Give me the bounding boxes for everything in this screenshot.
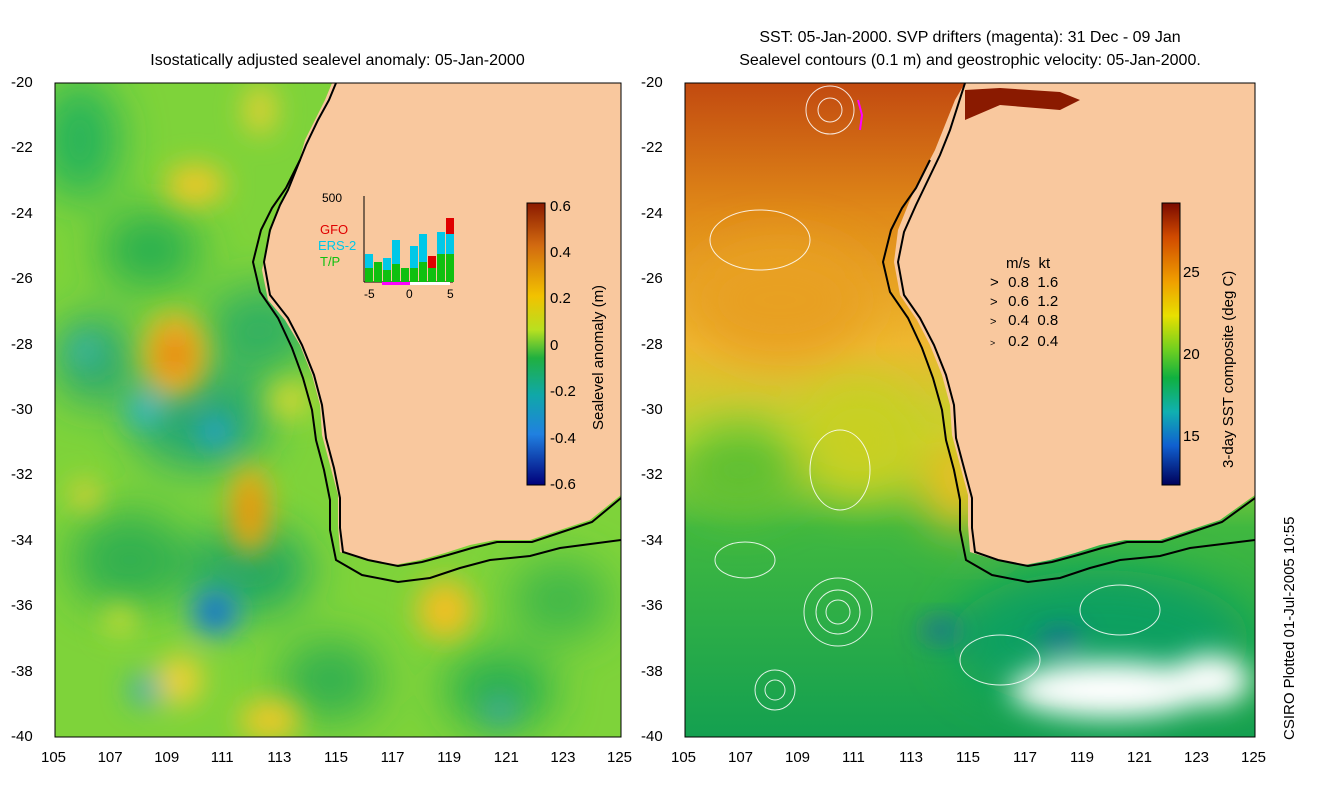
- x-tick-label: 123: [1184, 749, 1210, 766]
- y-tick-label: -30: [641, 401, 663, 418]
- histogram-xtick: 0: [406, 287, 413, 301]
- velocity-legend-kt: 0.4: [1037, 333, 1059, 350]
- sla-colorbar-tick: 0.6: [550, 198, 571, 215]
- sst-colorbar-tick: 15: [1183, 428, 1200, 445]
- x-tick-label: 123: [550, 749, 576, 766]
- y-tick-label: -34: [641, 531, 663, 549]
- x-tick-label: 113: [899, 749, 923, 766]
- velocity-legend-kt-header: kt: [1038, 255, 1051, 272]
- right-panel-title-line2: Sealevel contours (0.1 m) and geostrophi…: [739, 52, 1201, 69]
- x-tick-label: 107: [728, 749, 754, 766]
- x-tick-label: 119: [437, 749, 462, 766]
- y-tick-label: -40: [11, 728, 33, 745]
- x-tick-label: 117: [1013, 749, 1037, 766]
- left-panel-title: Isostatically adjusted sealevel anomaly:…: [150, 52, 525, 69]
- right-panel-title-line1: SST: 05-Jan-2000. SVP drifters (magenta)…: [759, 29, 1181, 46]
- x-tick-label: 109: [154, 749, 180, 766]
- y-tick-label: -28: [641, 335, 663, 353]
- histogram-xtick: -5: [364, 287, 375, 301]
- histogram-legend-gfo: GFO: [320, 222, 348, 237]
- sla-colorbar-tick: 0: [550, 337, 559, 354]
- velocity-legend: m/s kt > 0.8 1.6 > 0.6 1.2 > 0.4 0.8 > 0…: [990, 255, 1059, 350]
- plot-credit: CSIRO Plotted 01-Jul-2005 10:55: [1281, 516, 1298, 740]
- x-tick-label: 113: [267, 749, 292, 766]
- x-tick-label: 121: [1127, 749, 1153, 766]
- sla-colorbar: [526, 202, 546, 486]
- sla-colorbar-label: Sealevel anomaly (m): [590, 284, 607, 430]
- histogram-ymax: 500: [322, 191, 342, 205]
- x-tick-label: 125: [1241, 749, 1267, 766]
- observation-histogram: 500 GFO ERS-2 T/P -5 0 5: [318, 191, 454, 301]
- y-tick-label: -20: [641, 74, 663, 91]
- x-tick-label: 117: [380, 749, 405, 766]
- x-tick-label: 105: [41, 749, 67, 766]
- y-tick-label: -36: [641, 597, 663, 615]
- velocity-legend-kt: 1.6: [1037, 274, 1059, 291]
- y-tick-label: -22: [641, 139, 663, 157]
- velocity-legend-kt: 1.2: [1037, 293, 1059, 310]
- y-tick-label: -38: [11, 662, 33, 680]
- sst-colorbar: [1161, 202, 1181, 486]
- y-tick-label: -24: [641, 204, 663, 222]
- x-tick-label: 125: [607, 749, 633, 766]
- histogram-bars: [365, 218, 454, 282]
- velocity-legend-ms: 0.2: [1008, 333, 1030, 350]
- sst-colorbar-label: 3-day SST composite (deg C): [1220, 270, 1237, 468]
- x-tick-label: 111: [210, 749, 234, 766]
- velocity-legend-ms-header: m/s: [1006, 255, 1031, 272]
- y-tick-label: -40: [641, 728, 663, 745]
- y-tick-label: -20: [11, 74, 33, 91]
- y-tick-label: -28: [11, 335, 33, 353]
- sla-colorbar-tick: 0.2: [550, 290, 571, 307]
- velocity-legend-ms: 0.6: [1008, 293, 1030, 310]
- sla-colorbar-tick: -0.2: [550, 383, 576, 400]
- histogram-legend-tp: T/P: [320, 254, 340, 269]
- sla-colorbar-tick: -0.6: [550, 476, 576, 493]
- y-tick-label: -26: [641, 270, 663, 288]
- x-tick-label: 121: [493, 749, 519, 766]
- x-tick-label: 105: [671, 749, 697, 766]
- y-tick-label: -32: [641, 466, 663, 484]
- x-tick-label: 115: [324, 749, 348, 766]
- sla-colorbar-tick: -0.4: [550, 430, 576, 447]
- x-tick-label: 109: [785, 749, 811, 766]
- y-tick-label: -32: [11, 466, 33, 484]
- x-tick-label: 119: [1070, 749, 1094, 766]
- histogram-xtick: 5: [447, 287, 454, 301]
- sst-colorbar-tick: 25: [1183, 264, 1200, 281]
- y-tick-label: -24: [11, 204, 33, 222]
- y-tick-label: -26: [11, 270, 33, 288]
- y-tick-label: -36: [11, 597, 33, 615]
- y-tick-label: -34: [11, 531, 33, 549]
- sst-colorbar-tick: 20: [1183, 346, 1200, 363]
- y-tick-label: -22: [11, 139, 33, 157]
- sla-colorbar-tick: 0.4: [550, 244, 571, 261]
- velocity-legend-kt: 0.8: [1037, 312, 1059, 329]
- x-tick-label: 115: [956, 749, 980, 766]
- histogram-legend-ers2: ERS-2: [318, 238, 356, 253]
- y-tick-label: -38: [641, 662, 663, 680]
- x-tick-label: 107: [97, 749, 123, 766]
- velocity-legend-ms: 0.8: [1008, 274, 1030, 291]
- x-tick-label: 111: [842, 749, 865, 766]
- y-tick-label: -30: [11, 401, 33, 418]
- velocity-legend-ms: 0.4: [1008, 312, 1030, 329]
